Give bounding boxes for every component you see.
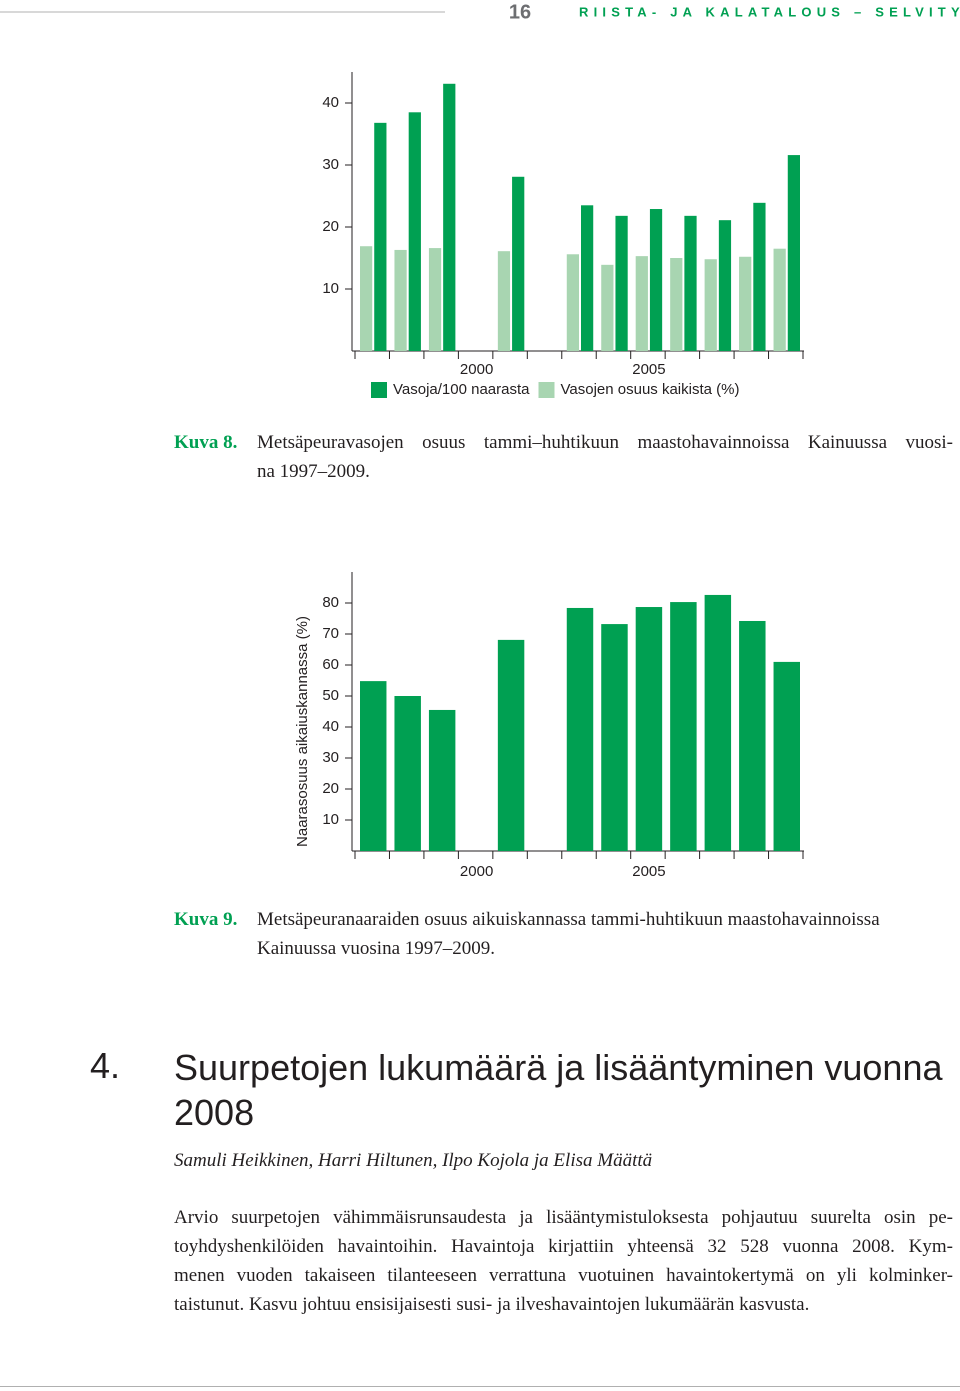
bar xyxy=(428,248,442,351)
y-tick-label: 40 xyxy=(322,94,339,111)
page-number: 16 xyxy=(509,1,531,23)
caption-line: Metsäpeuravasojen osuus tammi–huhtikuun … xyxy=(257,432,953,453)
bar xyxy=(360,246,373,351)
bar xyxy=(601,624,628,851)
bar xyxy=(566,607,594,851)
publication-name: RIISTA- JA KALATALOUS – SELVITYKSIÄ xyxy=(579,4,960,19)
x-tick-label: 2000 xyxy=(460,863,493,880)
caption-label: Kuva 8. xyxy=(174,432,238,453)
y-tick-label: 60 xyxy=(322,656,339,673)
y-tick-label: 70 xyxy=(322,625,339,642)
y-tick-label: 30 xyxy=(322,156,339,173)
bar xyxy=(739,620,766,851)
bar xyxy=(753,202,766,351)
caption-line: Metsäpeuranaaraiden osuus aikuiskannassa… xyxy=(257,909,880,930)
bar xyxy=(581,205,594,351)
section-title: Suurpetojen lukumäärä ja lisääntyminen v… xyxy=(174,1047,943,1133)
y-tick-label: 50 xyxy=(322,687,339,704)
y-tick-label: 10 xyxy=(322,280,339,297)
bar xyxy=(773,248,786,351)
bar xyxy=(704,594,732,851)
bar xyxy=(649,209,663,351)
bar xyxy=(497,251,511,351)
bar xyxy=(428,709,456,851)
bar xyxy=(704,259,717,351)
bar xyxy=(566,254,579,351)
section-number: 4. xyxy=(90,1045,121,1086)
x-tick-label: 2000 xyxy=(460,361,493,378)
bar xyxy=(739,256,752,351)
bar xyxy=(635,256,648,351)
paragraph-line: Arvio suurpetojen vähimmäisrunsaudesta j… xyxy=(174,1207,953,1228)
bar xyxy=(787,155,800,351)
y-tick-label: 80 xyxy=(322,594,339,611)
bar xyxy=(408,112,421,351)
bar xyxy=(670,602,697,851)
bar xyxy=(773,661,800,851)
bar xyxy=(718,220,732,351)
paragraph-line: toyhdyshenkilöiden havaintoihin. Havaint… xyxy=(174,1236,953,1257)
y-tick-label: 20 xyxy=(322,218,339,235)
bar xyxy=(394,249,407,351)
caption-line: na 1997–2009. xyxy=(257,461,370,482)
legend-swatch xyxy=(538,382,555,398)
caption-label: Kuva 9. xyxy=(174,909,238,930)
bar xyxy=(684,215,697,351)
y-tick-label: 40 xyxy=(322,718,339,735)
legend-label: Vasojen osuus kaikista (%) xyxy=(561,381,740,398)
legend-label: Vasoja/100 naarasta xyxy=(393,381,530,398)
legend-swatch xyxy=(371,382,387,398)
y-axis-label: Naarasosuus aikaiuskannassa (%) xyxy=(294,616,311,847)
caption-line: Kainuussa vuosina 1997–2009. xyxy=(257,938,496,959)
bar xyxy=(615,215,628,351)
bar xyxy=(443,83,456,351)
x-tick-label: 2005 xyxy=(632,361,665,378)
bar xyxy=(601,264,614,351)
bar xyxy=(394,696,421,851)
bar xyxy=(670,258,683,351)
footer-rule xyxy=(0,1386,960,1387)
x-tick-label: 2005 xyxy=(632,863,665,880)
paragraph-line: taistunut. Kasvu johtuu ensisijaisesti s… xyxy=(174,1294,810,1315)
y-tick-label: 30 xyxy=(322,749,339,766)
y-tick-label: 20 xyxy=(322,780,339,797)
bar xyxy=(360,681,387,851)
paragraph-line: menen vuoden takaiseen tilanteeseen verr… xyxy=(174,1265,953,1286)
bar xyxy=(635,607,663,851)
charts: 16 RIISTA- JA KALATALOUS – SELVITYKSIÄ 1… xyxy=(0,1,960,880)
bar xyxy=(512,176,525,351)
y-tick-label: 10 xyxy=(322,811,339,828)
bar xyxy=(374,122,387,351)
bar xyxy=(497,639,525,851)
authors: Samuli Heikkinen, Harri Hiltunen, Ilpo K… xyxy=(174,1150,653,1171)
